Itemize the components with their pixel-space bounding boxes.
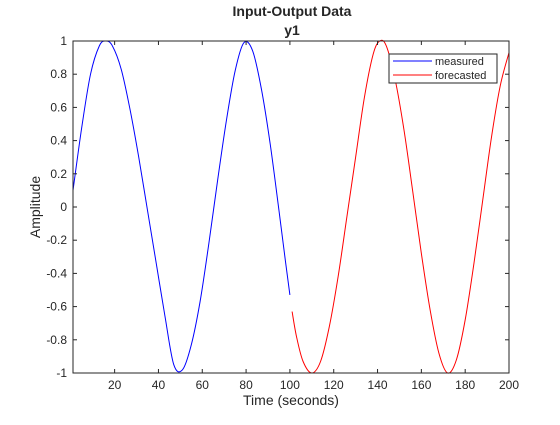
y-tick-label: 0.4 — [50, 134, 67, 148]
legend-box — [388, 53, 498, 84]
x-tick-label: 100 — [280, 378, 300, 392]
y-axis-label: Amplitude — [27, 176, 43, 238]
plot-area — [73, 41, 509, 373]
x-tick-label: 180 — [455, 378, 475, 392]
legend-label-measured: measured — [435, 56, 484, 68]
y-tick-label: 0.2 — [50, 167, 67, 181]
x-tick-label: 40 — [152, 378, 166, 392]
x-tick-label: 20 — [108, 378, 122, 392]
x-tick-label: 160 — [411, 378, 431, 392]
chart-subtitle: y1 — [284, 22, 300, 38]
y-tick-label: -0.8 — [46, 333, 67, 347]
y-axis: -1 -0.8 -0.6 -0.4 -0.2 0 0.2 0.4 0.6 0.8 1 — [46, 34, 509, 380]
y-tick-label: 0.6 — [50, 100, 67, 114]
x-axis-label: Time (seconds) — [243, 392, 339, 408]
x-tick-label: 80 — [239, 378, 253, 392]
y-tick-label: 0 — [60, 200, 67, 214]
x-tick-label: 120 — [324, 378, 344, 392]
y-tick-label: 1 — [60, 34, 67, 48]
x-tick-label: 60 — [196, 378, 210, 392]
chart-title: Input-Output Data — [233, 3, 352, 19]
x-axis: 20 40 60 80 100 120 140 160 180 200 — [108, 41, 519, 392]
y-tick-label: -1 — [56, 366, 67, 380]
y-tick-label: -0.6 — [46, 300, 67, 314]
x-tick-label: 200 — [499, 378, 519, 392]
legend: measured forecasted — [388, 53, 498, 84]
legend-label-forecasted: forecasted — [435, 70, 486, 82]
y-tick-label: 0.8 — [50, 67, 67, 81]
y-tick-label: -0.4 — [46, 266, 67, 280]
y-tick-label: -0.2 — [46, 233, 67, 247]
x-tick-label: 140 — [368, 378, 388, 392]
